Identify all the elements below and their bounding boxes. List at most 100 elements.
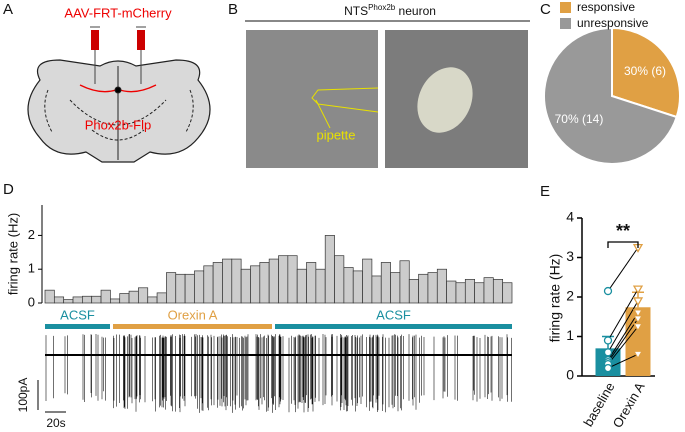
- data-point: [603, 348, 613, 357]
- y-tick-label: 3: [566, 248, 574, 264]
- pair-line: [607, 247, 639, 292]
- data-point: [603, 336, 613, 345]
- bar: [184, 273, 195, 304]
- data-point: [632, 315, 644, 325]
- bar: [343, 267, 354, 304]
- bar: [502, 282, 513, 304]
- bar: [91, 295, 102, 304]
- bar: [287, 255, 298, 304]
- bar: [492, 278, 504, 304]
- title-main: NTS: [344, 4, 368, 18]
- y-tick-label: 2: [566, 288, 574, 304]
- slice-label: 70% (14): [555, 112, 604, 126]
- pipette-outline: [311, 87, 379, 129]
- data-point: [632, 285, 644, 295]
- pipette-label: pipette: [316, 127, 355, 142]
- condition-label: ACSF: [376, 307, 411, 322]
- y-tick-label: 1: [566, 327, 574, 343]
- title-rest: neuron: [395, 4, 436, 18]
- pair-line: [607, 353, 639, 369]
- legend-label: responsive: [577, 0, 635, 14]
- data-point: [603, 363, 613, 373]
- bar: [259, 262, 270, 304]
- y-tick-label: 4: [566, 209, 574, 225]
- scale-x-label: 20s: [46, 416, 65, 430]
- condition-bar: [45, 324, 110, 329]
- scale-y-label: 100pA: [16, 378, 30, 413]
- condition-bar: [275, 324, 512, 329]
- pair-line: [607, 312, 639, 361]
- bar: [63, 299, 74, 304]
- pair-line: [607, 326, 639, 365]
- y-tick-label: 0: [566, 367, 574, 383]
- bar: [222, 258, 233, 304]
- data-point: [632, 350, 644, 360]
- bar: [483, 277, 494, 304]
- bar: [362, 258, 373, 304]
- brain-diagram: [27, 59, 211, 163]
- bar: [436, 268, 447, 304]
- condition-label: Orexin A: [168, 307, 218, 322]
- data-point: [603, 286, 613, 296]
- neuron: [417, 67, 473, 133]
- y-tick-label: 2: [28, 227, 35, 242]
- bar: [446, 280, 457, 304]
- significance-bracket: [607, 241, 639, 248]
- bar: [212, 262, 223, 304]
- slice-label: 30% (6): [624, 64, 666, 78]
- y-tick-label: 0: [28, 294, 35, 309]
- micrograph: [246, 30, 378, 168]
- condition-label: ACSF: [60, 307, 95, 322]
- bar: [110, 298, 121, 304]
- bar: [324, 235, 335, 304]
- y-axis-label: firing rate (Hz): [547, 254, 563, 343]
- bar: [82, 295, 93, 304]
- bar: [371, 275, 382, 304]
- data-point: [632, 297, 644, 307]
- panel-label: D: [3, 181, 14, 198]
- bar: [147, 296, 158, 304]
- bar: [53, 296, 65, 304]
- bar: [119, 293, 130, 304]
- data-point: [632, 309, 644, 319]
- bar: [278, 255, 289, 304]
- condition-bar: [113, 324, 272, 329]
- panel-label: B: [228, 1, 238, 18]
- title-sup: Phox2b: [368, 3, 396, 12]
- y-tick-label: 1: [28, 261, 35, 276]
- bar: [175, 273, 186, 304]
- panel-label: E: [540, 183, 550, 200]
- bar: [418, 273, 429, 304]
- bar: [427, 272, 438, 304]
- panel-label: C: [540, 1, 551, 18]
- bar: [296, 268, 307, 304]
- bar: [455, 282, 466, 304]
- bar: [315, 268, 326, 304]
- bar: [203, 265, 214, 304]
- bar: [306, 262, 317, 304]
- bar: [464, 278, 475, 304]
- legend-label: unresponsive: [577, 16, 649, 30]
- mouse-label: Phox2b-Flp: [85, 117, 151, 132]
- pie-slice: [611, 26, 681, 119]
- significance-label: **: [616, 221, 630, 241]
- bar: [128, 290, 139, 304]
- pair-line: [607, 300, 639, 353]
- legend-swatch: [560, 2, 571, 13]
- y-axis-label: firing rate (Hz): [5, 213, 20, 295]
- bar: [138, 287, 149, 304]
- bar: [390, 272, 401, 304]
- bar: [250, 265, 261, 304]
- bar: [408, 278, 419, 304]
- bar: [156, 292, 167, 304]
- bar: [352, 270, 363, 304]
- pair-line: [607, 318, 639, 363]
- virus-label: AAV-FRT-mCherry: [64, 5, 172, 20]
- bar: [399, 260, 410, 304]
- bar: [240, 268, 251, 304]
- bar: [334, 255, 345, 304]
- bar: [100, 289, 111, 304]
- bar: [268, 258, 279, 304]
- pie-slice: [543, 26, 678, 165]
- legend-swatch: [560, 18, 571, 29]
